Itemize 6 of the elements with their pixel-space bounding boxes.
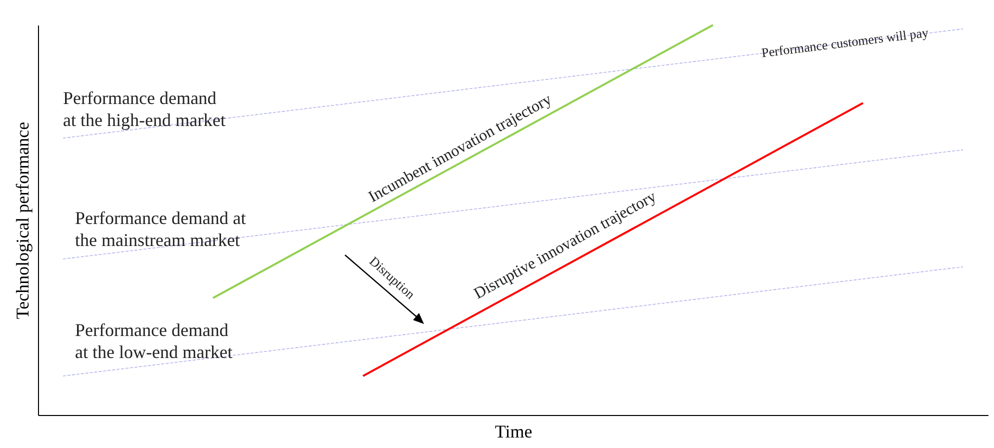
x-axis-title: Time — [494, 422, 532, 442]
annotation: Performance demand at the high-end market — [63, 88, 226, 130]
annotation: Performance demand at the low-end market — [75, 320, 232, 362]
annotation: Performance demand at the mainstream market — [75, 208, 246, 250]
annotation: Performance customers will pay — [760, 24, 930, 60]
y-axis-title: Technological performance — [12, 122, 32, 320]
